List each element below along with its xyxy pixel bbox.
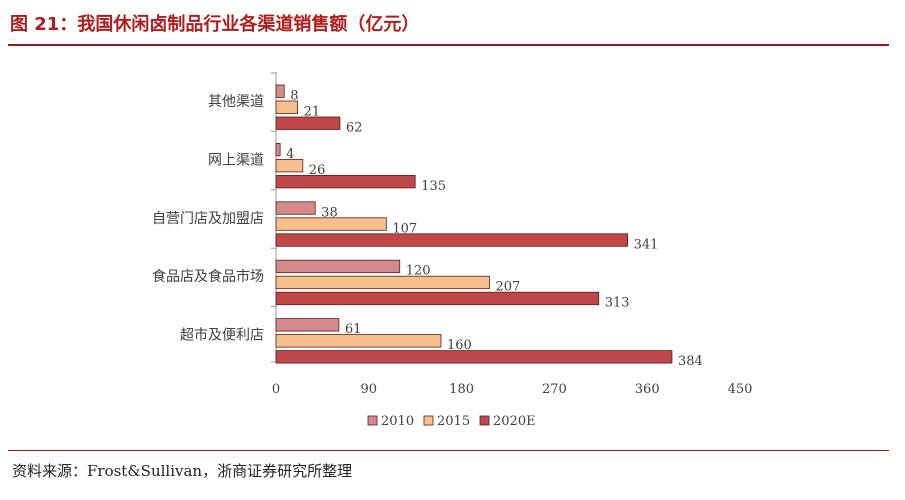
x-tick-label: 0: [272, 382, 280, 397]
legend-label: 2020E: [493, 414, 536, 429]
data-label: 135: [421, 179, 446, 194]
figure-title: 图 21：我国休闲卤制品行业各渠道销售额（亿元）: [10, 14, 420, 35]
bar-2010: [275, 318, 340, 332]
bar-2015: [275, 334, 442, 348]
legend-label: 2015: [437, 414, 470, 429]
bar-2010: [275, 259, 401, 274]
x-tick-label: 90: [361, 382, 378, 397]
x-tick-label: 270: [542, 382, 567, 397]
bar-2015: [275, 275, 490, 290]
bar-2020e: [275, 291, 600, 306]
data-label: 120: [406, 264, 431, 279]
data-label: 62: [346, 121, 363, 136]
bar-2020e: [275, 116, 341, 130]
x-tick-label: 180: [449, 382, 474, 397]
bar-2015: [275, 100, 299, 114]
x-tick-label: 450: [728, 382, 753, 397]
data-label: 207: [495, 280, 520, 295]
data-label: 61: [345, 322, 362, 337]
data-label: 313: [605, 296, 630, 311]
data-label: 384: [678, 354, 703, 369]
data-label: 341: [634, 237, 659, 252]
bar-2010: [275, 84, 285, 98]
data-label: 4: [286, 147, 294, 162]
data-label: 21: [304, 105, 321, 120]
bar-2015: [275, 158, 304, 173]
category-label: 超市及便利店: [180, 327, 264, 344]
title-divider: [8, 44, 889, 46]
legend-swatch-2015: [423, 415, 434, 426]
source-note: 资料来源：Frost&Sullivan，浙商证券研究所整理: [12, 462, 353, 480]
data-label: 160: [447, 338, 472, 353]
data-label: 38: [321, 205, 338, 220]
legend-swatch-2010: [367, 415, 378, 426]
data-label: 8: [290, 89, 298, 104]
category-label: 自营门店及加盟店: [152, 211, 264, 227]
category-label: 食品店及食品市场: [152, 268, 264, 285]
category-label: 其他渠道: [208, 94, 264, 110]
data-label: 26: [309, 163, 326, 178]
bar-2020e: [275, 174, 416, 189]
bar-2010: [275, 201, 316, 215]
legend-label: 2010: [381, 414, 414, 429]
footer-divider: [8, 450, 889, 451]
data-label: 107: [392, 221, 417, 236]
category-label: 网上渠道: [208, 152, 264, 168]
legend-swatch-2020e: [479, 415, 490, 426]
bar-2010: [275, 142, 281, 157]
bar-2015: [275, 217, 387, 231]
bar-2020e: [275, 233, 629, 247]
x-tick-label: 360: [635, 382, 660, 397]
bar-2020e: [275, 350, 673, 364]
